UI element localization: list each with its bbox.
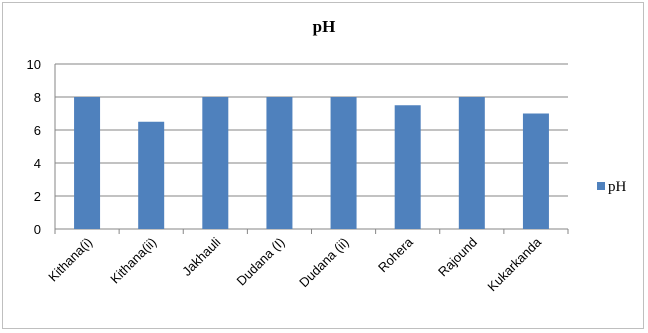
x-tick-label: Rajound xyxy=(435,235,480,280)
y-tick-label: 10 xyxy=(27,57,41,72)
y-tick-label: 8 xyxy=(34,90,41,105)
y-tick-label: 0 xyxy=(34,222,41,237)
x-tick-label: Dudana (ii) xyxy=(296,235,352,291)
x-tick-label: Jakhauli xyxy=(179,234,223,278)
bar xyxy=(266,97,293,229)
y-tick-label: 2 xyxy=(34,189,41,204)
bar xyxy=(458,97,485,229)
x-tick-label: Kithana(i) xyxy=(45,235,95,285)
x-tick-label: Dudana (I) xyxy=(234,235,288,289)
bar xyxy=(522,113,549,229)
x-tick-label: Rohera xyxy=(375,234,416,275)
y-tick-label: 6 xyxy=(34,123,41,138)
y-tick-label: 4 xyxy=(34,156,41,171)
legend-label: pH xyxy=(608,179,627,195)
x-tick-label: Kithana(ii) xyxy=(107,235,159,287)
bar xyxy=(330,97,357,229)
bar xyxy=(394,105,421,229)
chart-title: pH xyxy=(312,17,336,36)
bar xyxy=(138,121,165,229)
legend-swatch xyxy=(597,182,605,190)
bar xyxy=(202,97,229,229)
bar xyxy=(74,97,101,229)
x-tick-label: Kukarkanda xyxy=(484,234,544,294)
